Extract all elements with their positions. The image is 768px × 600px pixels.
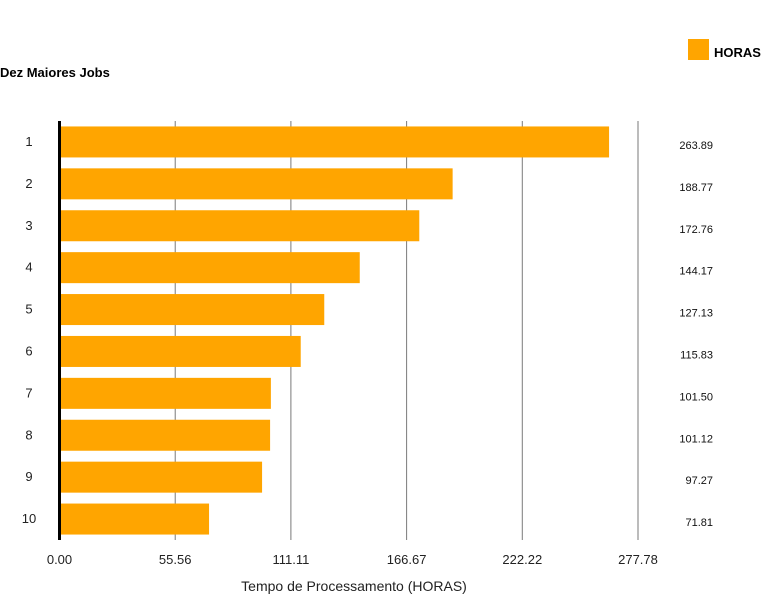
value-label: 188.77 (679, 182, 713, 194)
x-tick-label: 277.78 (618, 552, 658, 567)
value-labels: 263.89 188.77 172.76 144.17 127.13 115.83 101.… (679, 140, 713, 529)
category-label: 3 (25, 218, 32, 233)
category-label: 8 (25, 427, 32, 442)
x-tick-label: 0.00 (47, 552, 72, 567)
category-label: 2 (25, 176, 32, 191)
bar (61, 377, 271, 409)
legend-label: HORAS (714, 45, 761, 60)
category-label: 10 (22, 511, 36, 526)
chart-title: Dez Maiores Jobs (0, 65, 110, 80)
bar (61, 419, 271, 451)
value-label: 101.50 (679, 391, 713, 403)
legend-swatch (688, 39, 709, 60)
x-tick-labels: 0.00 55.56 111.11 166.67 222.22 277.78 (47, 552, 658, 567)
x-tick-label: 55.56 (159, 552, 192, 567)
category-label: 7 (25, 385, 32, 400)
category-label: 1 (25, 134, 32, 149)
category-label: 5 (25, 302, 32, 317)
bar (61, 335, 301, 367)
bar (61, 503, 210, 535)
legend: HORAS (688, 39, 761, 60)
x-tick-label: 166.67 (387, 552, 427, 567)
value-label: 127.13 (679, 308, 713, 320)
bar (61, 252, 360, 284)
value-label: 115.83 (680, 349, 713, 361)
value-label: 97.27 (685, 475, 713, 487)
category-label: 4 (25, 260, 32, 275)
x-tick-label: 111.11 (272, 552, 309, 567)
bar (61, 294, 325, 326)
bars (61, 126, 610, 535)
value-label: 144.17 (679, 266, 713, 278)
bar (61, 210, 420, 242)
x-tick-label: 222.22 (502, 552, 542, 567)
value-label: 71.81 (685, 517, 713, 529)
value-label: 101.12 (679, 433, 713, 445)
value-label: 263.89 (679, 140, 713, 152)
bar (61, 168, 453, 200)
category-label: 6 (25, 343, 32, 358)
bar (61, 126, 610, 158)
x-axis-title: Tempo de Processamento (HORAS) (241, 578, 467, 594)
value-label: 172.76 (679, 224, 713, 236)
bar (61, 461, 263, 493)
category-label: 9 (25, 469, 32, 484)
category-labels: 1 2 3 4 5 6 7 8 9 10 (22, 134, 36, 526)
